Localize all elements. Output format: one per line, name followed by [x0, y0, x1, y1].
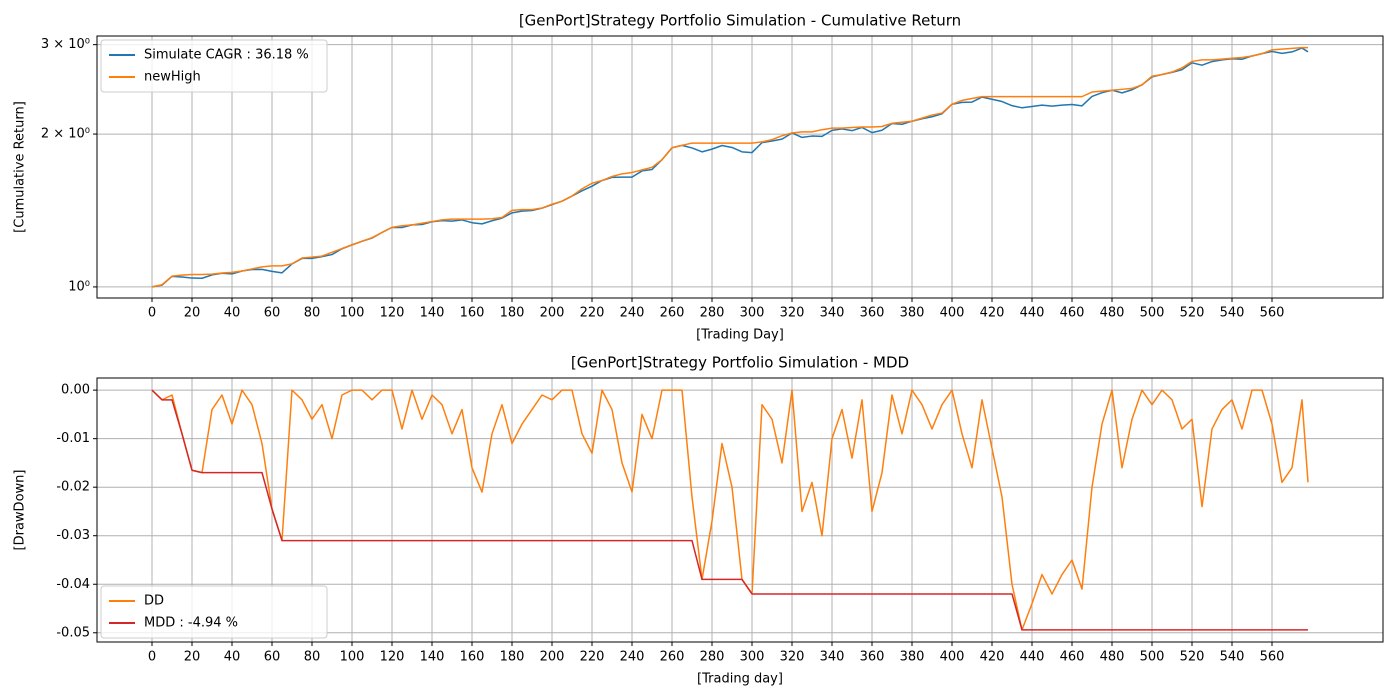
x-tick-label: 300 [740, 306, 765, 321]
x-tick-label: 300 [740, 650, 765, 665]
x-tick-label: 20 [184, 650, 201, 665]
x-tick-label: 400 [940, 306, 965, 321]
y-tick-label: 10⁰ [68, 279, 90, 294]
legend-box [100, 585, 328, 639]
y-tick-label: -0.04 [56, 577, 90, 592]
x-tick-label: 0 [148, 650, 156, 665]
x-tick-label: 100 [340, 650, 365, 665]
x-tick-label: 400 [940, 650, 965, 665]
x-tick-label: 420 [980, 306, 1005, 321]
x-tick-label: 60 [264, 650, 281, 665]
legend: DD MDD : -4.94 % [100, 585, 328, 639]
x-tick-label: 540 [1220, 650, 1245, 665]
line-series [151, 389, 1308, 631]
x-tick-label: 500 [1140, 650, 1165, 665]
x-tick-label: 440 [1020, 306, 1045, 321]
x-tick-label: 140 [420, 650, 445, 665]
x-tick-label: 100 [340, 306, 365, 321]
y-tick-label: 2 × 10⁰ [41, 127, 90, 142]
x-tick-label: 540 [1220, 306, 1245, 321]
x-tick-label: 140 [420, 306, 445, 321]
x-tick-label: 0 [148, 306, 156, 321]
x-tick-label: 320 [780, 306, 805, 321]
x-tick-label: 40 [224, 650, 241, 665]
y-tick-label: 3 × 10⁰ [41, 37, 90, 52]
x-tick-label: 360 [860, 306, 885, 321]
plot-frame [96, 35, 1384, 299]
y-tick-label: -0.03 [56, 528, 90, 543]
x-tick-label: 380 [900, 650, 925, 665]
legend-label: DD [144, 594, 164, 609]
x-tick-label: 240 [620, 650, 645, 665]
x-axis-label: [Trading day] [697, 672, 783, 687]
y-tick-label: -0.01 [56, 431, 90, 446]
x-tick-label: 200 [540, 306, 565, 321]
x-tick-label: 440 [1020, 650, 1045, 665]
x-tick-label: 180 [500, 650, 525, 665]
legend-label: MDD : -4.94 % [144, 616, 238, 631]
x-tick-label: 40 [224, 306, 241, 321]
legend: Simulate CAGR : 36.18 % newHigh [100, 39, 328, 93]
y-tick-label: 0.00 [61, 383, 90, 398]
y-tick-label: -0.02 [56, 480, 90, 495]
x-tick-label: 280 [700, 650, 725, 665]
x-tick-label: 340 [820, 650, 845, 665]
x-tick-label: 320 [780, 650, 805, 665]
x-tick-label: 520 [1180, 306, 1205, 321]
x-tick-label: 460 [1060, 306, 1085, 321]
x-tick-label: 360 [860, 650, 885, 665]
x-tick-label: 180 [500, 306, 525, 321]
x-tick-label: 160 [460, 650, 485, 665]
x-tick-label: 480 [1100, 306, 1125, 321]
x-tick-label: 120 [380, 306, 405, 321]
legend-label: newHigh [144, 70, 201, 85]
x-tick-label: 80 [304, 306, 321, 321]
x-tick-label: 420 [980, 650, 1005, 665]
x-tick-label: 160 [460, 306, 485, 321]
x-tick-label: 120 [380, 650, 405, 665]
legend-label: Simulate CAGR : 36.18 % [144, 48, 309, 63]
x-axis-label: [Trading Day] [696, 328, 784, 343]
x-tick-label: 380 [900, 306, 925, 321]
x-tick-label: 520 [1180, 650, 1205, 665]
line-series [151, 389, 1309, 631]
line-series [151, 46, 1308, 288]
x-tick-label: 240 [620, 306, 645, 321]
x-tick-label: 220 [580, 650, 605, 665]
legend-box [100, 39, 328, 93]
x-tick-label: 340 [820, 306, 845, 321]
x-tick-label: 260 [660, 650, 685, 665]
x-tick-label: 460 [1060, 650, 1085, 665]
y-tick-label: -0.05 [56, 625, 90, 640]
y-axis-label: [Cumulative Return] [13, 101, 28, 233]
x-tick-label: 60 [264, 306, 281, 321]
x-tick-label: 480 [1100, 650, 1125, 665]
x-tick-label: 500 [1140, 306, 1165, 321]
x-tick-label: 80 [304, 650, 321, 665]
chart-title: [GenPort]Strategy Portfolio Simulation -… [571, 354, 909, 372]
x-tick-label: 560 [1260, 650, 1285, 665]
x-tick-label: 280 [700, 306, 725, 321]
x-tick-label: 560 [1260, 306, 1285, 321]
x-tick-label: 200 [540, 650, 565, 665]
chart-title: [GenPort]Strategy Portfolio Simulation -… [519, 12, 961, 30]
x-tick-label: 220 [580, 306, 605, 321]
y-axis-label: [DrawDown] [13, 470, 28, 551]
plot-frame [96, 377, 1384, 643]
x-tick-label: 20 [184, 306, 201, 321]
x-tick-label: 260 [660, 306, 685, 321]
